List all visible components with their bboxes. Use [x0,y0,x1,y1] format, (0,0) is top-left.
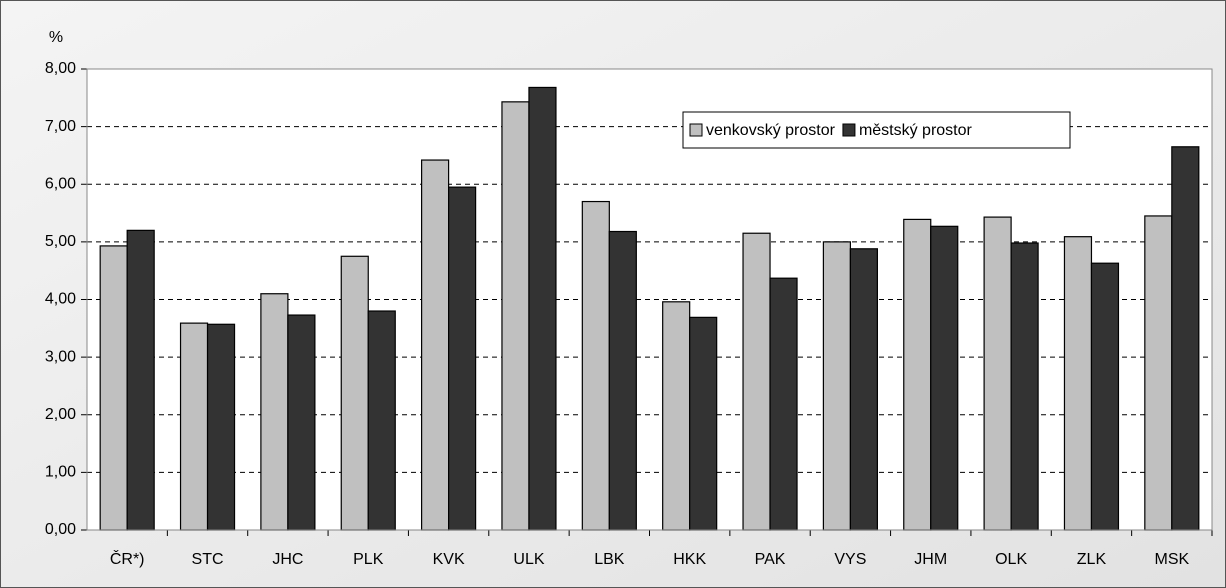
bar [1171,146,1200,531]
bar [501,101,530,531]
y-tick-label: 0,00 [45,521,76,538]
bar [742,232,771,531]
bar [849,248,878,531]
bar [581,200,610,531]
y-tick-label: 8,00 [45,60,76,77]
bar [1090,262,1120,531]
x-tick-label: VYS [834,551,866,568]
plot-border [86,68,1213,531]
y-tick-label: 3,00 [45,348,76,365]
bar [528,86,557,531]
x-tick-label: OLK [995,551,1027,568]
bar [983,216,1012,531]
bar [260,293,289,531]
bar [126,229,155,531]
y-tick-label: 5,00 [45,233,76,250]
bar [930,225,959,531]
legend-label: městský prostor [859,122,973,139]
bar [448,186,477,531]
x-tick-label: MSK [1154,551,1189,568]
y-tick-label: 1,00 [45,464,76,481]
x-tick-label: KVK [433,551,465,568]
legend-box [682,111,1071,149]
bar [662,301,691,531]
x-tick-label: ČR*) [110,549,145,568]
legend-label: venkovský prostor [706,122,836,139]
bar [689,316,718,531]
bar [903,218,932,531]
bar [421,159,450,531]
y-tick-label: 2,00 [45,406,76,423]
x-tick-label: JHC [272,551,303,568]
x-tick-label: ULK [513,551,544,568]
bar [206,323,236,531]
x-tick-label: ZLK [1077,551,1107,568]
y-axis-label: % [49,29,63,46]
y-tick-label: 4,00 [45,291,76,308]
y-tick-label: 7,00 [45,118,76,135]
bar [1063,236,1093,531]
x-tick-label: HKK [673,551,706,568]
x-tick-label: PAK [755,551,786,568]
bar [769,277,798,531]
legend: venkovský prostor městský prostor [682,111,1071,149]
bar [1144,215,1173,531]
x-tick-label: JHM [914,551,947,568]
x-tick-label: STC [192,551,224,568]
bar [340,255,369,531]
bar [1010,242,1039,531]
bar [608,230,637,531]
y-tick-label: 6,00 [45,175,76,192]
bar [179,322,209,531]
bar [287,314,316,531]
legend-swatch [842,123,856,137]
x-tick-label: LBK [594,551,625,568]
legend-swatch [689,123,703,137]
bar [822,241,851,531]
bar [99,245,128,531]
bar [367,310,396,531]
x-tick-label: PLK [353,551,384,568]
